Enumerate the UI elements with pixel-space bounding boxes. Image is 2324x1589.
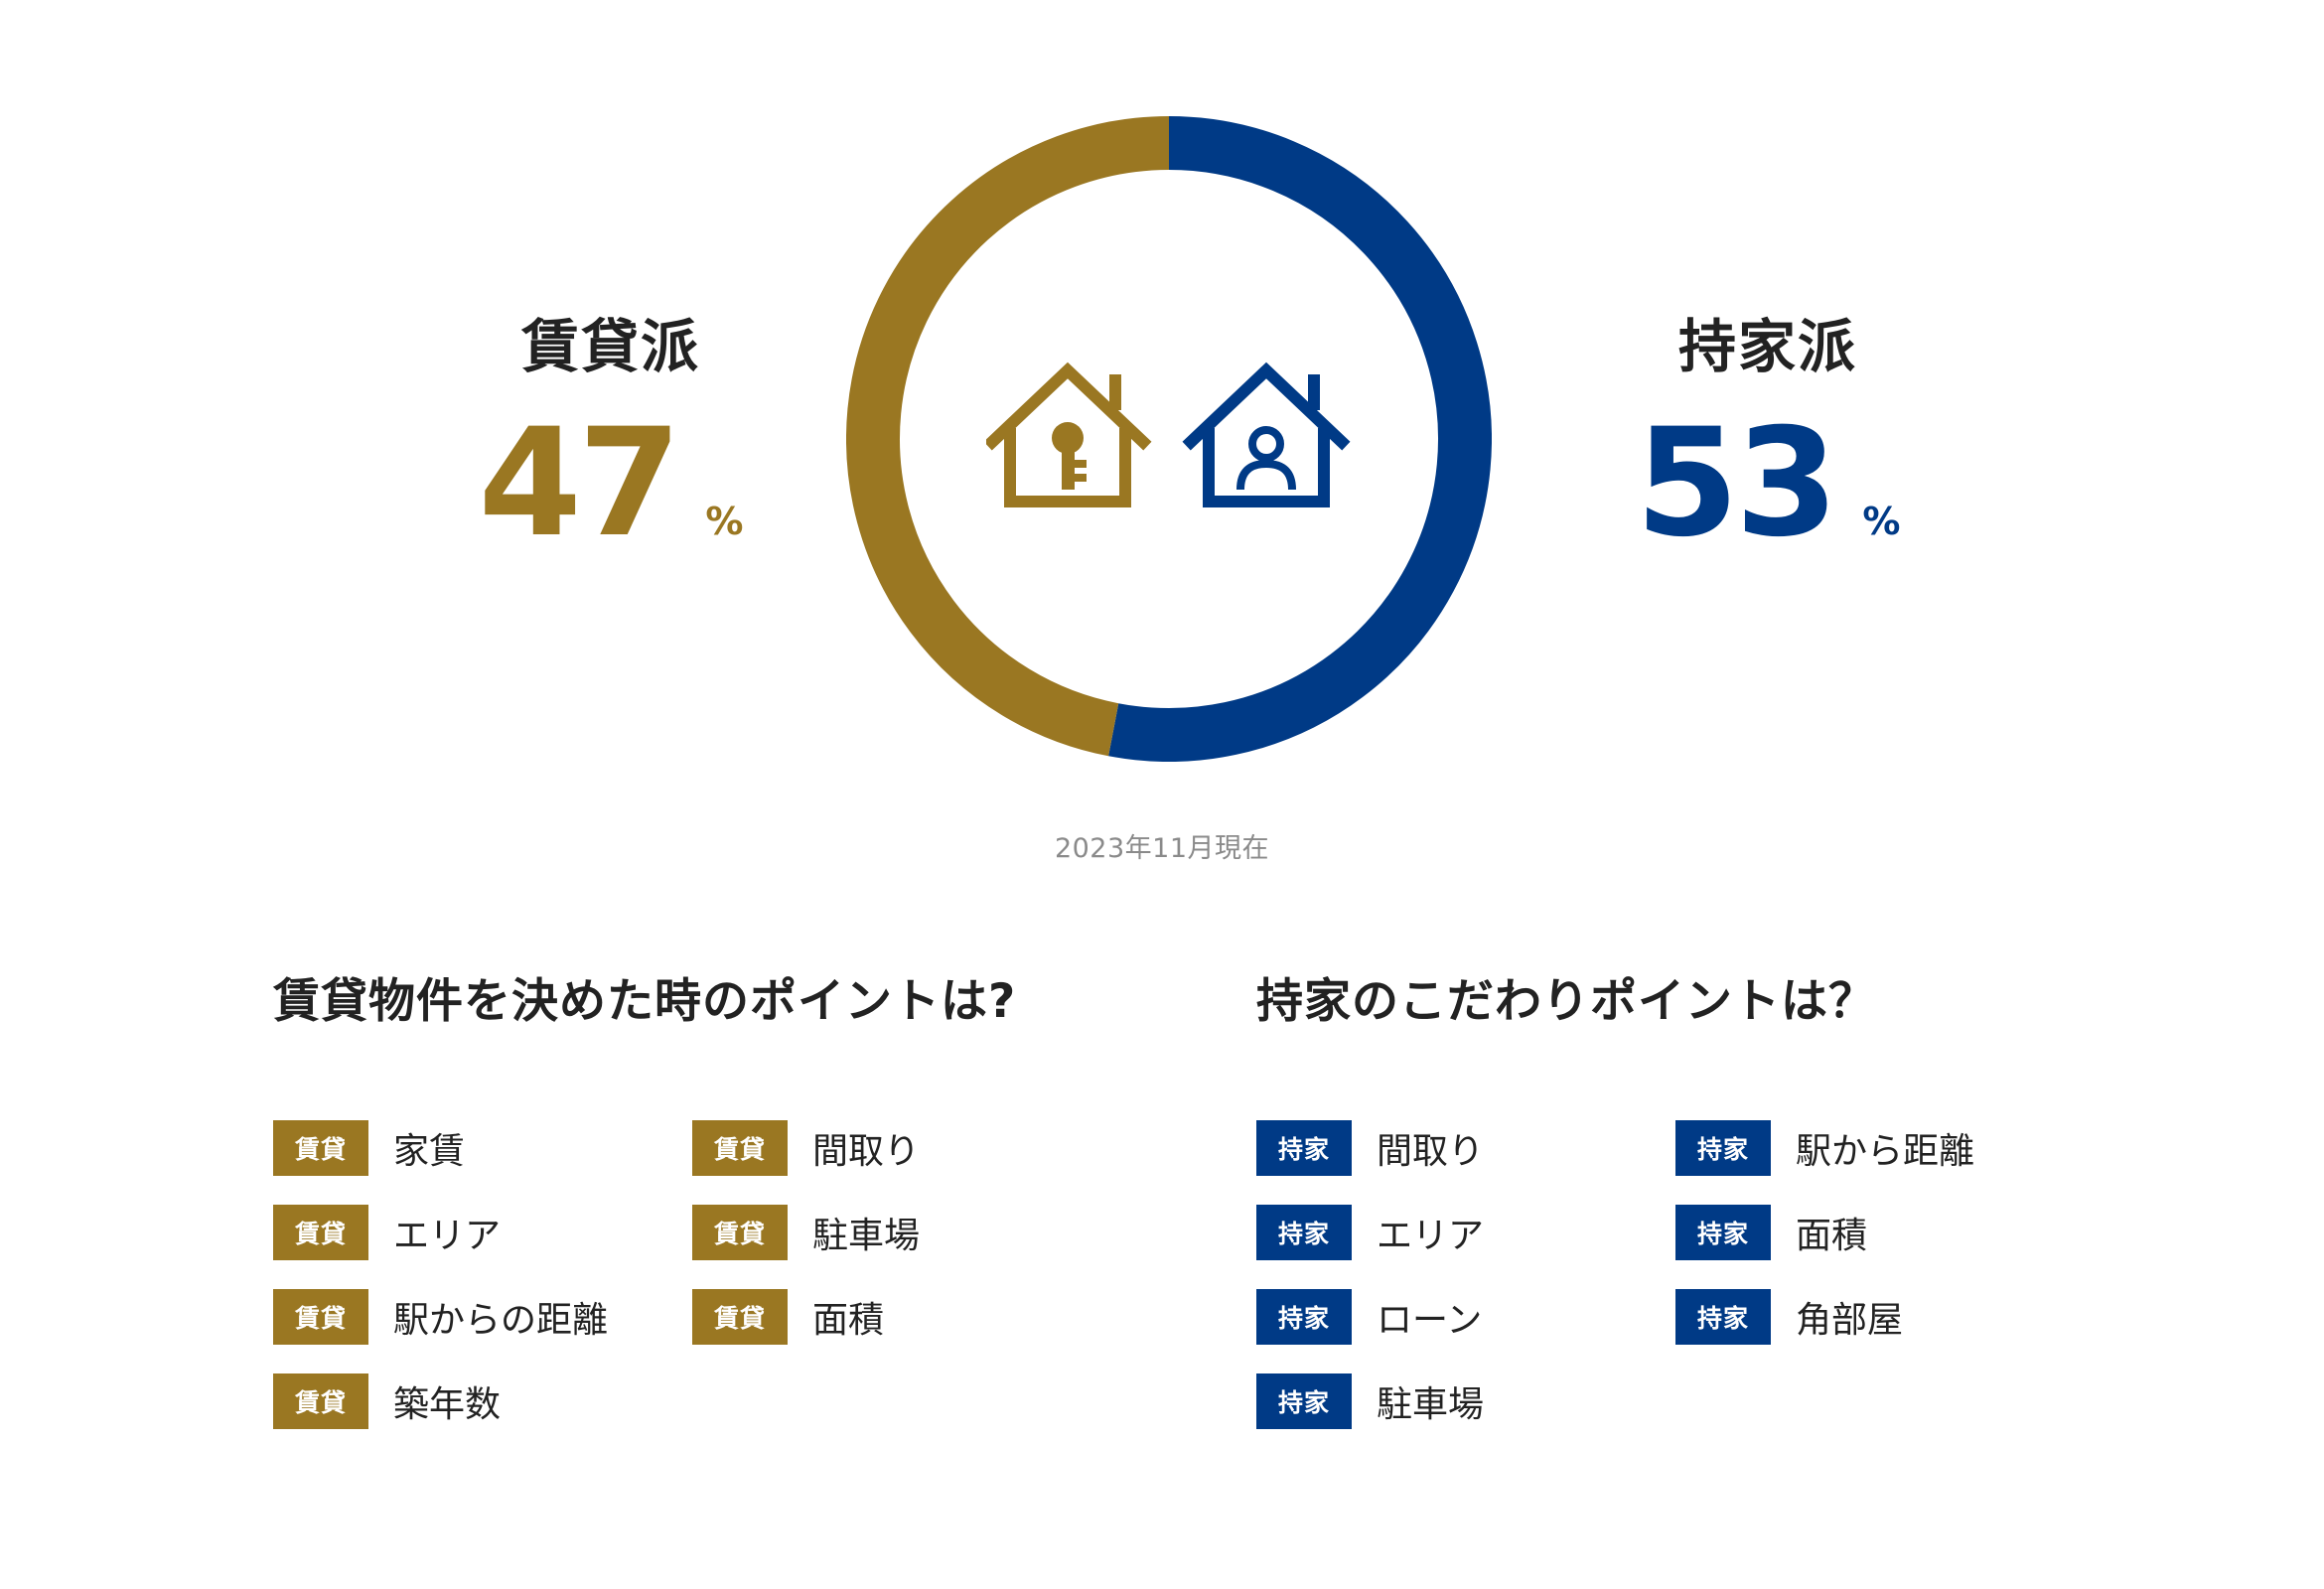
point-badge: 賃貸: [273, 1120, 368, 1176]
point-item: 持家 エリア: [1256, 1205, 1675, 1260]
point-badge: 持家: [1256, 1205, 1352, 1260]
point-badge: 持家: [1675, 1205, 1771, 1260]
point-item: 賃貸 面積: [692, 1289, 1111, 1345]
point-item: 持家 ローン: [1256, 1289, 1675, 1345]
donut-slice-rent: [846, 116, 1170, 757]
rent-percent: 47 %: [402, 409, 819, 558]
own-points-title: 持家のこだわりポイントは？: [1256, 974, 1876, 1029]
point-item: 持家 間取り: [1256, 1120, 1675, 1176]
point-label: 駅から距離: [1796, 1131, 1975, 1172]
point-label: 間取り: [1377, 1131, 1485, 1172]
own-percent: 53 %: [1559, 409, 1976, 558]
key-house-icon: [986, 361, 1152, 507]
point-item: 持家 駅から距離: [1675, 1120, 2095, 1176]
point-label: 駐車場: [1377, 1384, 1485, 1425]
house-icons: [986, 361, 1351, 507]
point-badge: 持家: [1256, 1373, 1352, 1429]
point-item: 賃貸 家賃: [273, 1120, 692, 1176]
person-house-icon: [1182, 361, 1351, 507]
as-of-date: 2023年11月現在: [1054, 833, 1270, 864]
point-item: 持家 駐車場: [1256, 1373, 1675, 1429]
own-summary: 持家派 53 %: [1559, 318, 1976, 558]
point-badge: 持家: [1256, 1289, 1352, 1345]
point-label: 角部屋: [1796, 1300, 1904, 1341]
point-badge: 賃貸: [273, 1289, 368, 1345]
point-label: 面積: [812, 1300, 885, 1341]
point-item: 賃貸 築年数: [273, 1373, 692, 1429]
point-label: エリア: [393, 1216, 502, 1256]
point-badge: 賃貸: [273, 1373, 368, 1429]
point-item: 賃貸 駐車場: [692, 1205, 1111, 1260]
point-badge: 持家: [1256, 1120, 1352, 1176]
point-item: 賃貸 間取り: [692, 1120, 1111, 1176]
point-item: 賃貸 駅からの距離: [273, 1289, 692, 1345]
rent-label: 賃貸派: [520, 313, 700, 380]
point-badge: 持家: [1675, 1289, 1771, 1345]
rent-summary: 賃貸派 47 %: [402, 318, 819, 558]
point-label: 駐車場: [812, 1216, 921, 1256]
point-label: ローン: [1377, 1300, 1483, 1341]
point-badge: 賃貸: [692, 1289, 788, 1345]
donut-chart: [846, 116, 1492, 762]
point-badge: 賃貸: [692, 1120, 788, 1176]
rent-points-title: 賃貸物件を決めた時のポイントは?: [273, 974, 1017, 1029]
point-item: 賃貸 エリア: [273, 1205, 692, 1260]
donut-slice-own: [1108, 116, 1492, 762]
point-badge: 賃貸: [273, 1205, 368, 1260]
point-item: 持家 角部屋: [1675, 1289, 2095, 1345]
point-label: 面積: [1796, 1216, 1868, 1256]
rent-points-list: 賃貸 家賃 賃貸 エリア 賃貸 駅からの距離 賃貸 築年数 賃貸 間取り 賃貸 駐車場 賃貸 面積: [273, 1120, 1111, 1429]
point-badge: 持家: [1675, 1120, 1771, 1176]
own-label: 持家派: [1677, 313, 1857, 380]
point-label: エリア: [1377, 1216, 1485, 1256]
own-points-list: 持家 間取り 持家 エリア 持家 ローン 持家 駐車場 持家 駅から距離 持家 面積 持家 角部屋: [1256, 1120, 2095, 1429]
point-label: 家賃: [393, 1131, 466, 1172]
point-item: 持家 面積: [1675, 1205, 2095, 1260]
point-label: 間取り: [812, 1131, 921, 1172]
point-badge: 賃貸: [692, 1205, 788, 1260]
own-percent-value: 53: [1635, 397, 1839, 570]
rent-percent-unit: %: [705, 500, 744, 543]
point-label: 駅からの距離: [393, 1300, 609, 1341]
rent-percent-value: 47: [478, 397, 682, 570]
own-points-section: 持家のこだわりポイントは？ 持家 間取り 持家 エリア 持家 ローン 持家 駐車場 持家 駅から距…: [1256, 978, 2095, 1429]
rent-points-section: 賃貸物件を決めた時のポイントは? 賃貸 家賃 賃貸 エリア 賃貸 駅からの距離 賃貸 築年数賃…: [273, 978, 1111, 1429]
own-percent-unit: %: [1862, 500, 1901, 543]
point-label: 築年数: [393, 1384, 502, 1425]
